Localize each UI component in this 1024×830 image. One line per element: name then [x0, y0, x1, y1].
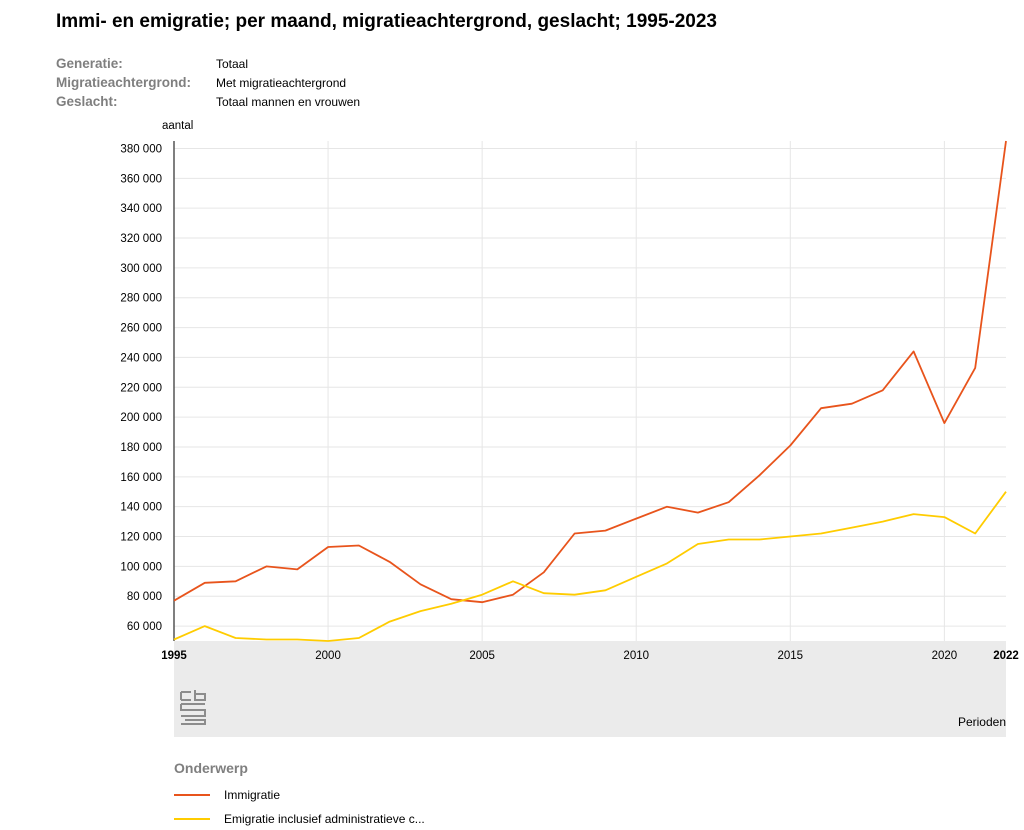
legend-swatch-emigratie — [174, 818, 210, 820]
x-axis-label: Perioden — [958, 715, 1006, 729]
cbs-logo — [180, 690, 206, 725]
filter-value: Totaal — [216, 57, 249, 71]
legend-title: Onderwerp — [174, 760, 248, 776]
filter-list: Generatie: Totaal Migratieachtergrond: Met… — [56, 54, 360, 111]
x-tick-label: 2005 — [469, 650, 495, 662]
y-tick-label: 80 000 — [127, 591, 162, 603]
chart-title: Immi- en emigratie; per maand, migratiea… — [56, 11, 718, 32]
y-tick-label: 280 000 — [120, 293, 162, 305]
y-tick-label: 220 000 — [120, 382, 162, 394]
x-tick-label: 2020 — [932, 650, 958, 662]
y-tick-label: 120 000 — [120, 532, 162, 544]
y-axis-label: aantal — [162, 120, 193, 132]
x-tick-label: 1995 — [161, 650, 187, 662]
y-tick-label: 100 000 — [120, 561, 162, 573]
y-tick-label: 240 000 — [120, 352, 162, 364]
series-line-emigratie — [173, 491, 1007, 642]
y-tick-label: 140 000 — [120, 502, 162, 514]
legend-label: Immigratie — [224, 788, 281, 802]
y-tick-label: 60 000 — [127, 621, 162, 633]
x-tick-label: 2010 — [623, 650, 649, 662]
y-tick-label: 380 000 — [120, 143, 162, 155]
y-tick-label: 160 000 — [120, 472, 162, 484]
filter-migratieachtergrond: Migratieachtergrond: Met migratieachtergr… — [56, 73, 360, 92]
legend-item-immigratie[interactable]: Immigratie — [174, 784, 425, 806]
legend-item-emigratie[interactable]: Emigratie inclusief administratieve c... — [174, 808, 425, 830]
y-tick-label: 320 000 — [120, 233, 162, 245]
y-tick-label: 180 000 — [120, 442, 162, 454]
legend-label: Emigratie inclusief administratieve c... — [224, 812, 425, 826]
x-tick-label: 2015 — [777, 650, 803, 662]
y-tick-label: 360 000 — [120, 173, 162, 185]
x-tick-label: 2000 — [315, 650, 341, 662]
line-chart: 60 000 80 000 100 000 120 000 140 000 160 000… — [120, 120, 1019, 737]
filter-label: Migratieachtergrond: — [56, 75, 192, 90]
filter-geslacht: Geslacht: Totaal mannen en vrouwen — [56, 92, 360, 111]
filter-value: Totaal mannen en vrouwen — [216, 95, 361, 109]
y-tick-label: 300 000 — [120, 263, 162, 275]
legend-swatch-immigratie — [174, 794, 210, 796]
x-tick-label: 2022 — [993, 650, 1019, 662]
filter-generatie: Generatie: Totaal — [56, 54, 360, 73]
legend: Onderwerp Immigratie Emigratie inclusief… — [174, 760, 425, 830]
y-tick-label: 260 000 — [120, 323, 162, 335]
y-tick-label: 200 000 — [120, 412, 162, 424]
x-axis-band — [174, 641, 1006, 737]
filter-value: Met migratieachtergrond — [216, 76, 347, 90]
y-tick-label: 340 000 — [120, 203, 162, 215]
filter-label: Generatie: — [56, 56, 123, 71]
series-line-immigratie — [173, 140, 1007, 604]
filter-label: Geslacht: — [56, 94, 118, 109]
